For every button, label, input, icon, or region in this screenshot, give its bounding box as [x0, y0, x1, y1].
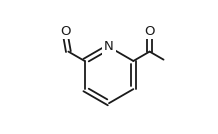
Text: O: O: [60, 25, 71, 38]
Text: O: O: [144, 25, 155, 38]
Text: N: N: [104, 40, 114, 53]
